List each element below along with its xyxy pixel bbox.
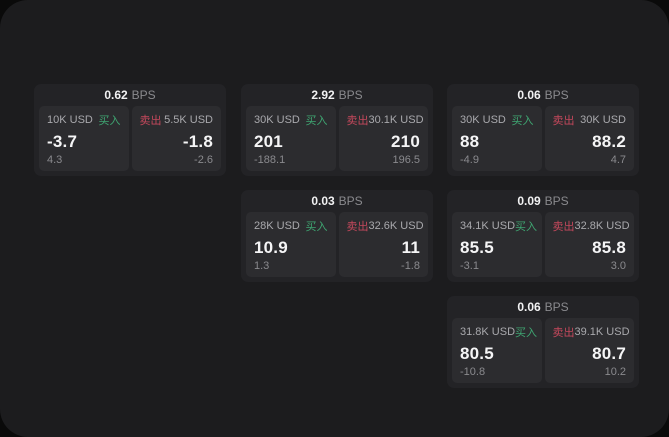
- bps-value: 0.62: [104, 88, 128, 102]
- sell-amount-label: 5.5K USD: [164, 114, 213, 126]
- card-body: 30K USD 买入 201 -188.1 卖出 30.1K USD 210 1…: [241, 106, 433, 176]
- bps-value: 0.06: [517, 88, 541, 102]
- sell-pane[interactable]: 卖出 30K USD 88.2 4.7: [544, 106, 634, 171]
- card-body: 28K USD 买入 10.9 1.3 卖出 32.6K USD 11 -1.8: [241, 212, 433, 282]
- buy-price: 10.9: [254, 237, 288, 257]
- bps-value: 0.03: [311, 194, 335, 208]
- buy-amount-label: 30K USD: [254, 114, 300, 126]
- sell-price: 85.8: [592, 237, 626, 257]
- bps-unit-label: BPS: [544, 88, 569, 102]
- sell-amount-label: 32.8K USD: [574, 220, 630, 232]
- sell-price: 210: [391, 131, 420, 151]
- buy-side-label: 买入: [98, 115, 121, 127]
- spread-card: 0.09 BPS 34.1K USD 买入 85.5 -3.1 卖出 32.8K…: [447, 190, 639, 282]
- buy-pane[interactable]: 30K USD 买入 201 -188.1: [246, 106, 336, 171]
- card-header: 0.03 BPS: [241, 190, 433, 212]
- buy-delta: 1.3: [254, 260, 270, 272]
- card-header: 0.62 BPS: [34, 84, 226, 106]
- bps-value: 0.06: [517, 300, 541, 314]
- sell-side-label: 卖出: [346, 115, 369, 127]
- sell-amount-label: 30K USD: [580, 114, 626, 126]
- buy-price: 80.5: [460, 343, 494, 363]
- buy-delta: 4.3: [47, 154, 63, 166]
- sell-price: 80.7: [592, 343, 626, 363]
- buy-pane[interactable]: 10K USD 买入 -3.7 4.3: [39, 106, 129, 171]
- spread-card: 0.03 BPS 28K USD 买入 10.9 1.3 卖出 32.6K US…: [241, 190, 433, 282]
- sell-amount-label: 39.1K USD: [574, 326, 630, 338]
- buy-pane[interactable]: 34.1K USD 买入 85.5 -3.1: [452, 212, 542, 277]
- sell-price: -1.8: [182, 131, 213, 151]
- sell-delta: 196.5: [392, 154, 420, 166]
- sell-delta: 3.0: [610, 260, 626, 272]
- sell-pane[interactable]: 卖出 30.1K USD 210 196.5: [338, 106, 428, 171]
- buy-price: -3.7: [47, 131, 78, 151]
- buy-side-label: 买入: [305, 221, 328, 233]
- card-header: 2.92 BPS: [241, 84, 433, 106]
- sell-side-label: 卖出: [552, 221, 575, 233]
- spread-card: 0.62 BPS 10K USD 买入 -3.7 4.3 卖出 5.5K USD…: [34, 84, 226, 176]
- card-body: 34.1K USD 买入 85.5 -3.1 卖出 32.8K USD 85.8…: [447, 212, 639, 282]
- spread-card: 0.06 BPS 30K USD 买入 88 -4.9 卖出 30K USD 8…: [447, 84, 639, 176]
- card-body: 30K USD 买入 88 -4.9 卖出 30K USD 88.2 4.7: [447, 106, 639, 176]
- sell-delta: 10.2: [604, 366, 626, 378]
- bps-unit-label: BPS: [338, 88, 363, 102]
- sell-pane[interactable]: 卖出 39.1K USD 80.7 10.2: [544, 318, 634, 383]
- buy-delta: -4.9: [460, 154, 479, 166]
- card-header: 0.06 BPS: [447, 84, 639, 106]
- card-header: 0.06 BPS: [447, 296, 639, 318]
- sell-amount-label: 30.1K USD: [368, 114, 424, 126]
- bps-unit-label: BPS: [131, 88, 156, 102]
- bps-value: 0.09: [517, 194, 541, 208]
- sell-pane[interactable]: 卖出 5.5K USD -1.8 -2.6: [131, 106, 221, 171]
- buy-amount-label: 34.1K USD: [460, 220, 516, 232]
- buy-delta: -3.1: [460, 260, 479, 272]
- buy-amount-label: 28K USD: [254, 220, 300, 232]
- buy-side-label: 买入: [511, 115, 534, 127]
- sell-delta: -2.6: [194, 154, 213, 166]
- bps-value: 2.92: [311, 88, 335, 102]
- sell-price: 88.2: [592, 131, 626, 151]
- buy-amount-label: 30K USD: [460, 114, 506, 126]
- sell-side-label: 卖出: [552, 115, 575, 127]
- spread-card: 0.06 BPS 31.8K USD 买入 80.5 -10.8 卖出 39.1…: [447, 296, 639, 388]
- bps-unit-label: BPS: [544, 300, 569, 314]
- buy-delta: -188.1: [254, 154, 286, 166]
- buy-delta: -10.8: [460, 366, 486, 378]
- buy-pane[interactable]: 30K USD 买入 88 -4.9: [452, 106, 542, 171]
- buy-price: 201: [254, 131, 283, 151]
- buy-side-label: 买入: [515, 221, 538, 233]
- card-header: 0.09 BPS: [447, 190, 639, 212]
- sell-pane[interactable]: 卖出 32.8K USD 85.8 3.0: [544, 212, 634, 277]
- sell-side-label: 卖出: [139, 115, 162, 127]
- buy-side-label: 买入: [515, 327, 538, 339]
- sell-side-label: 卖出: [346, 221, 369, 233]
- buy-price: 85.5: [460, 237, 494, 257]
- sell-delta: 4.7: [610, 154, 626, 166]
- sell-side-label: 卖出: [552, 327, 575, 339]
- buy-pane[interactable]: 28K USD 买入 10.9 1.3: [246, 212, 336, 277]
- card-body: 10K USD 买入 -3.7 4.3 卖出 5.5K USD -1.8 -2.…: [34, 106, 226, 176]
- buy-pane[interactable]: 31.8K USD 买入 80.5 -10.8: [452, 318, 542, 383]
- bps-unit-label: BPS: [338, 194, 363, 208]
- sell-delta: -1.8: [401, 260, 420, 272]
- buy-side-label: 买入: [305, 115, 328, 127]
- card-body: 31.8K USD 买入 80.5 -10.8 卖出 39.1K USD 80.…: [447, 318, 639, 388]
- buy-amount-label: 10K USD: [47, 114, 93, 126]
- sell-price: 11: [401, 237, 420, 257]
- bps-unit-label: BPS: [544, 194, 569, 208]
- spread-card: 2.92 BPS 30K USD 买入 201 -188.1 卖出 30.1K …: [241, 84, 433, 176]
- buy-price: 88: [460, 131, 480, 151]
- sell-pane[interactable]: 卖出 32.6K USD 11 -1.8: [338, 212, 428, 277]
- buy-amount-label: 31.8K USD: [460, 326, 516, 338]
- sell-amount-label: 32.6K USD: [368, 220, 424, 232]
